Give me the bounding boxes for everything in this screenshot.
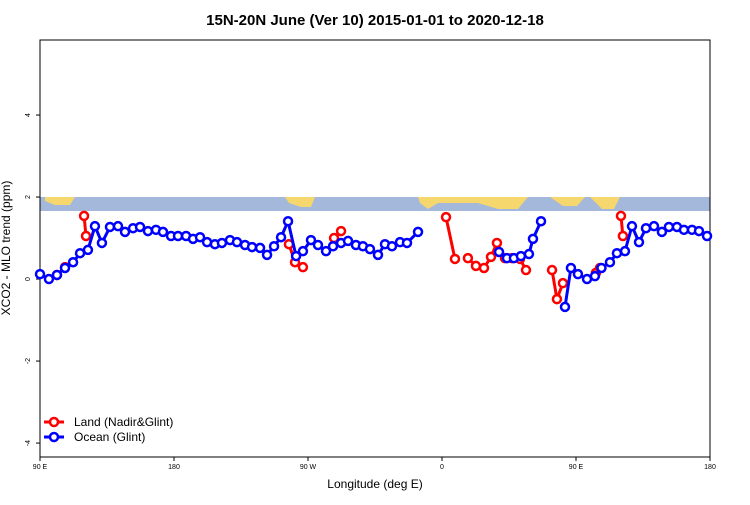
y-tick-label: 2 (25, 195, 32, 199)
land-blob (550, 197, 620, 209)
plot-frame (39, 39, 711, 458)
data-point (449, 253, 461, 265)
data-point (656, 226, 668, 238)
data-point (157, 226, 169, 238)
x-tick-label: 90 W (300, 464, 317, 471)
y-tick-label: -4 (25, 440, 32, 446)
data-point (535, 215, 547, 227)
data-point (515, 250, 527, 262)
data-point (615, 210, 627, 222)
data-point (557, 277, 569, 289)
data-point (119, 226, 131, 238)
data-point (134, 221, 146, 233)
data-point (43, 273, 55, 285)
data-point (485, 251, 497, 263)
legend-marker (48, 431, 60, 443)
x-tick-label: 180 (704, 464, 716, 471)
x-tick-label: 90 E (33, 464, 48, 471)
x-axis-label: Longitude (deg E) (327, 477, 422, 491)
data-point (142, 225, 154, 237)
x-tick-label: 90 E (569, 464, 584, 471)
data-point (34, 268, 46, 280)
y-tick-label: -2 (25, 358, 32, 364)
data-point (305, 234, 317, 246)
data-point (268, 240, 280, 252)
data-point (112, 220, 124, 232)
data-point (401, 237, 413, 249)
y-axis-label: XCO2 - MLO trend (ppm) (0, 181, 13, 316)
data-point (559, 301, 571, 313)
data-point (640, 222, 652, 234)
legend-label: Land (Nadir&Glint) (74, 415, 173, 429)
data-point (312, 239, 324, 251)
legend-label: Ocean (Glint) (74, 430, 145, 444)
data-point (626, 220, 638, 232)
data-point (194, 231, 206, 243)
data-point (440, 211, 452, 223)
data-point (412, 226, 424, 238)
land-blob (285, 197, 315, 207)
data-point (261, 249, 273, 261)
data-point (290, 250, 302, 262)
data-point (78, 210, 90, 222)
data-point (572, 268, 584, 280)
data-point (596, 262, 607, 274)
data-point (80, 230, 92, 242)
data-point (342, 235, 354, 247)
data-point (67, 256, 79, 268)
data-point (275, 231, 287, 243)
data-point (693, 225, 705, 237)
data-point (604, 256, 616, 268)
data-point (633, 236, 645, 248)
data-point (297, 245, 309, 257)
data-point (546, 264, 558, 276)
data-point (520, 264, 532, 276)
data-point (462, 252, 474, 264)
y-tick-label: 4 (25, 113, 32, 117)
data-point (527, 233, 539, 245)
data-point (104, 221, 116, 233)
data-point (551, 293, 563, 305)
data-point (335, 225, 347, 237)
ocean-strip (40, 197, 710, 211)
x-tick-label: 180 (168, 464, 180, 471)
data-point (470, 260, 482, 272)
data-point (327, 240, 339, 252)
y-tick-label: 0 (25, 277, 32, 281)
data-point (493, 246, 505, 258)
data-point (648, 220, 660, 232)
data-point (611, 247, 623, 259)
data-point (59, 262, 71, 274)
data-point (386, 240, 398, 252)
x-tick-label: 0 (440, 464, 444, 471)
data-point (82, 244, 94, 256)
data-point (523, 248, 535, 260)
land-blob (418, 197, 528, 209)
data-point (478, 262, 490, 274)
data-point (565, 262, 577, 274)
data-point (617, 230, 629, 242)
data-point (589, 270, 601, 282)
data-point (246, 241, 258, 253)
data-point (89, 220, 101, 232)
data-point (320, 245, 332, 257)
data-point (282, 215, 294, 227)
data-point (297, 261, 309, 273)
data-point (364, 243, 376, 255)
data-point (491, 237, 503, 249)
map-strip (40, 197, 710, 211)
data-point (254, 242, 266, 254)
data-point (96, 237, 108, 249)
data-point (372, 249, 384, 261)
land-blob (45, 197, 75, 205)
data-point (51, 269, 63, 281)
legend-marker (48, 416, 60, 428)
chart-title: 15N-20N June (Ver 10) 2015-01-01 to 2020… (206, 12, 544, 29)
data-point (619, 245, 631, 257)
data-point (701, 230, 713, 242)
